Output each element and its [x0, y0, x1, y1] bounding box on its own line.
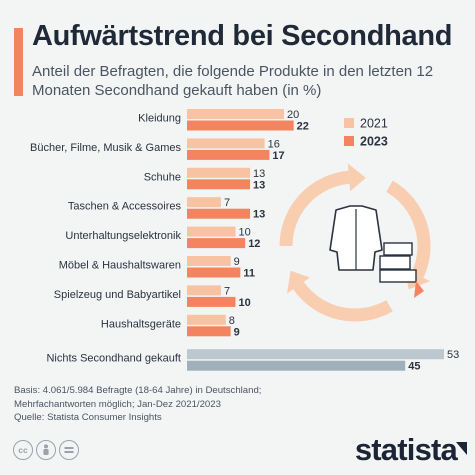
footer-basis-line1: Basis: 4.061/5.984 Befragte (18-64 Jahre…: [14, 385, 262, 396]
bar-2021: [187, 197, 221, 208]
recycle-arrow-arc: [293, 281, 393, 322]
person-icon[interactable]: [36, 440, 56, 460]
chart-title: Aufwärtstrend bei Secondhand: [32, 20, 453, 52]
recycle-arrow-head: [347, 163, 366, 192]
bar-value-label: 53: [447, 349, 459, 361]
category-label: Kleidung: [138, 113, 181, 125]
bar-value-label: 7: [224, 285, 230, 297]
bar-value-label: 8: [229, 315, 235, 327]
bar-value-label: 13: [253, 168, 265, 180]
chart-subtitle: Anteil der Befragten, die folgende Produ…: [32, 63, 434, 99]
bar-2023: [187, 296, 236, 307]
recycle-arrow-head: [287, 270, 310, 294]
chart-legend: 2021 2023: [344, 117, 388, 149]
legend-swatch: [344, 136, 354, 146]
category-label: Nichts Secondhand gekauft: [46, 353, 181, 365]
statista-logo[interactable]: statista: [354, 432, 458, 467]
footer-note: Basis: 4.061/5.984 Befragte (18-64 Jahre…: [14, 384, 314, 425]
license-icons: cc: [13, 440, 79, 460]
bar-2023: [187, 179, 251, 190]
title-accent-bar: [14, 28, 23, 96]
bar-2021: [187, 256, 231, 266]
bar-2021: [187, 226, 236, 237]
bar-2021: [187, 285, 221, 296]
bar-value-label: 10: [238, 227, 250, 239]
category-label: Schuhe: [144, 171, 181, 183]
bar-2023: [187, 326, 231, 337]
bar-value-label: 7: [224, 197, 230, 209]
category-label: Taschen & Accessoires: [68, 201, 182, 213]
bar-value-label: 11: [243, 268, 255, 280]
category-label: Spielzeug und Babyartikel: [54, 289, 181, 301]
category-label: Haushaltsgeräte: [101, 318, 181, 330]
bar-value-label: 12: [248, 238, 260, 250]
legend-label: 2021: [360, 117, 388, 131]
statista-logo-mark: [456, 442, 467, 455]
equals-icon[interactable]: [59, 440, 79, 460]
bar-value-label: 45: [408, 361, 420, 373]
bar-value-label: 16: [268, 138, 280, 150]
bar-2023: [187, 208, 251, 219]
bar-2023: [187, 238, 246, 249]
secondhand-illustration: [279, 163, 431, 322]
bar-2023: [187, 360, 406, 371]
bar-2021: [187, 349, 444, 360]
bar-2021: [187, 314, 226, 325]
bar-2023: [187, 149, 270, 160]
category-label: Unterhaltungselektronik: [65, 230, 181, 242]
price-tag-icon: [414, 281, 424, 298]
bar-value-label: 17: [272, 150, 284, 162]
footer-source: Quelle: Statista Consumer Insights: [14, 412, 162, 423]
book-icon: [383, 242, 413, 256]
bar-value-label: 20: [287, 109, 299, 121]
bar-value-label: 13: [253, 179, 265, 191]
category-label: Bücher, Filme, Musik & Games: [30, 142, 181, 154]
bar-value-label: 9: [234, 256, 240, 268]
recycle-arrow-arc: [279, 170, 350, 247]
bar-value-label: 10: [238, 297, 250, 309]
bar-2023: [187, 267, 241, 278]
book-icon: [379, 255, 411, 270]
book-icon: [379, 269, 417, 283]
bar-2021: [187, 138, 265, 149]
bar-value-label: 22: [297, 121, 309, 133]
footer-basis-line2: Mehrfachantworten möglich; Jan-Dez 2021/…: [14, 398, 221, 410]
legend-label: 2023: [360, 135, 388, 149]
recycle-arrow-arc: [386, 180, 431, 278]
bar-2023: [187, 120, 294, 131]
category-label: Möbel & Haushaltswaren: [59, 260, 181, 272]
cc-icon[interactable]: cc: [13, 440, 33, 460]
legend-swatch: [344, 118, 354, 128]
bar-2021: [187, 167, 251, 178]
bar-value-label: 9: [234, 326, 240, 338]
bar-2021: [187, 109, 284, 119]
bar-value-label: 13: [253, 209, 265, 221]
